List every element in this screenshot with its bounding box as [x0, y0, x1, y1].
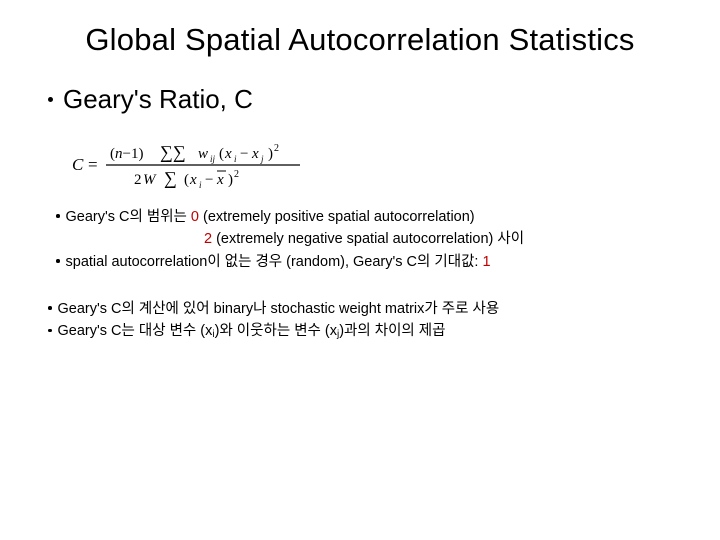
bullet-icon	[48, 329, 52, 333]
svg-text:w: w	[198, 146, 208, 162]
b1-l1c: (extremely positive spatial autocorrelat…	[199, 209, 475, 225]
svg-text:): )	[228, 172, 233, 188]
bullet-icon	[56, 259, 60, 263]
b1-l1a: Geary's C의 범위는	[66, 209, 191, 225]
svg-text:x: x	[224, 146, 232, 162]
slide-title: Global Spatial Autocorrelation Statistic…	[0, 22, 720, 58]
svg-text:=: =	[88, 155, 98, 174]
slide: Global Spatial Autocorrelation Statistic…	[0, 0, 720, 540]
svg-text:x: x	[251, 146, 259, 162]
bullet-icon	[48, 306, 52, 310]
b1-l2b: (extremely negative spatial autocorrelat…	[212, 231, 524, 247]
formula-svg: C = (n−1) ∑∑ w ij ( x i − x j ) 2 2 W ∑ …	[72, 138, 302, 192]
svg-text:C: C	[72, 155, 84, 174]
body-block-1: Geary's C의 범위는 0 (extremely positive spa…	[56, 206, 524, 273]
svg-text:i: i	[234, 154, 237, 164]
b2-l2b: )와 이웃하는 변수 (x	[215, 323, 337, 339]
b2-line1: Geary's C의 계산에 있어 binary나 stochastic wei…	[48, 298, 499, 320]
b1-l1b-red: 0	[191, 209, 199, 225]
sub-heading-text: Geary's Ratio, C	[63, 84, 253, 114]
svg-text:−: −	[240, 146, 248, 162]
svg-text:x: x	[189, 172, 197, 188]
svg-text:(: (	[219, 146, 224, 162]
svg-text:ij: ij	[210, 154, 216, 164]
svg-text:x: x	[216, 172, 224, 188]
svg-text:(: (	[184, 172, 189, 188]
body-block-2: Geary's C의 계산에 있어 binary나 stochastic wei…	[48, 298, 499, 343]
svg-text:2: 2	[134, 172, 142, 188]
svg-text:(n−1): (n−1)	[110, 146, 143, 162]
svg-text:i: i	[199, 180, 202, 190]
bullet-icon	[56, 214, 60, 218]
b2-line2: Geary's C는 대상 변수 (xi)와 이웃하는 변수 (xj)과의 차이…	[48, 320, 499, 343]
svg-text:∑: ∑	[164, 168, 177, 188]
svg-text:W: W	[143, 172, 157, 188]
formula: C = (n−1) ∑∑ w ij ( x i − x j ) 2 2 W ∑ …	[72, 138, 302, 197]
svg-text:2: 2	[274, 143, 279, 154]
b1-l2a-red: 2	[204, 231, 212, 247]
sub-heading: Geary's Ratio, C	[48, 84, 253, 115]
svg-text:−: −	[205, 172, 213, 188]
b2-l2a: Geary's C는 대상 변수 (x	[58, 323, 213, 339]
svg-text:∑∑: ∑∑	[160, 142, 186, 162]
b1-l3b-red: 1	[482, 254, 490, 270]
b2-l2c: )과의 차이의 제곱	[339, 323, 445, 339]
svg-text:): )	[268, 146, 273, 162]
b1-line3: spatial autocorrelation이 없는 경우 (random),…	[56, 251, 524, 273]
b1-l3a: spatial autocorrelation이 없는 경우 (random),…	[66, 254, 483, 270]
svg-text:2: 2	[234, 169, 239, 180]
bullet-icon	[48, 97, 53, 102]
b1-line1: Geary's C의 범위는 0 (extremely positive spa…	[56, 206, 524, 228]
b2-l1: Geary's C의 계산에 있어 binary나 stochastic wei…	[58, 301, 500, 317]
svg-text:j: j	[260, 154, 264, 164]
b1-line2: 2 (extremely negative spatial autocorrel…	[56, 228, 524, 250]
